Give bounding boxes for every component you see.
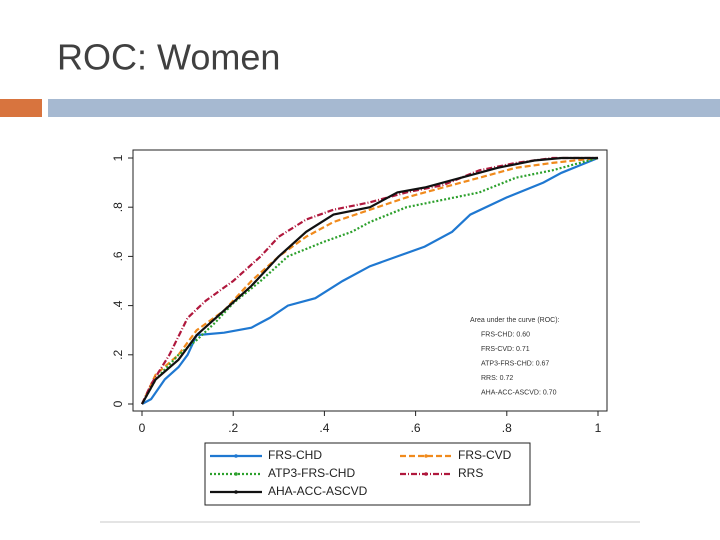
x-tick-label: .8 bbox=[502, 421, 512, 435]
legend-marker bbox=[234, 490, 238, 494]
y-tick-label: .8 bbox=[111, 202, 125, 212]
x-tick-label: .4 bbox=[319, 421, 329, 435]
legend-label: FRS-CVD bbox=[458, 448, 512, 462]
legend-marker bbox=[424, 472, 428, 476]
auc-annotation: RRS: 0.72 bbox=[481, 375, 513, 382]
header-bar bbox=[48, 99, 720, 117]
x-tick-label: .2 bbox=[228, 421, 238, 435]
legend-label: RRS bbox=[458, 466, 483, 480]
auc-annotation: ATP3-FRS-CHD: 0.67 bbox=[481, 360, 549, 367]
x-tick-label: 1 bbox=[595, 421, 602, 435]
roc-line bbox=[141, 156, 598, 405]
y-tick-label: .2 bbox=[111, 349, 125, 359]
slide-title: ROC: Women bbox=[57, 37, 280, 78]
legend-label: FRS-CHD bbox=[268, 448, 322, 462]
legend-marker bbox=[424, 454, 428, 458]
auc-annotation: FRS-CHD: 0.60 bbox=[481, 331, 530, 338]
x-tick-label: 0 bbox=[139, 421, 146, 435]
x-tick-label: .6 bbox=[411, 421, 421, 435]
auc-annotation: AHA-ACC-ASCVD: 0.70 bbox=[481, 389, 557, 396]
roc-line bbox=[141, 156, 599, 405]
y-tick-label: .6 bbox=[111, 251, 125, 261]
y-tick-label: 1 bbox=[111, 154, 125, 161]
accent-bar bbox=[0, 99, 42, 117]
y-tick-label: 0 bbox=[111, 400, 125, 407]
legend-label: ATP3-FRS-CHD bbox=[268, 466, 355, 480]
legend-marker bbox=[234, 454, 238, 458]
y-tick-label: .4 bbox=[111, 300, 125, 310]
plot-frame bbox=[132, 149, 608, 412]
legend-marker bbox=[234, 472, 238, 476]
roc-line bbox=[141, 156, 598, 405]
auc-annotation: FRS-CVD: 0.71 bbox=[481, 346, 530, 353]
roc-line bbox=[141, 156, 599, 405]
legend-label: AHA-ACC-ASCVD bbox=[268, 484, 368, 498]
auc-annotation: Area under the curve (ROC): bbox=[470, 317, 560, 324]
